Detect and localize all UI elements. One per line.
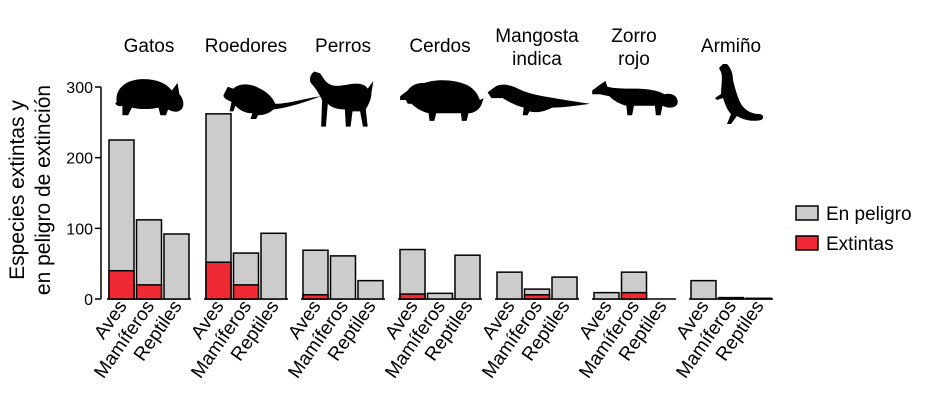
- group-label: indica: [512, 49, 562, 70]
- legend: En peligro Extintas: [795, 204, 912, 255]
- group-label: Roedores: [205, 36, 287, 57]
- y-tick-label: 200: [66, 151, 93, 168]
- stoat-silhouette-icon: [715, 64, 764, 124]
- bar-en-peligro: [454, 254, 481, 300]
- bar-en-peligro: [745, 297, 772, 300]
- bar-en-peligro: [357, 279, 384, 300]
- y-tick-label: 300: [66, 80, 93, 97]
- y-ticks: 0 100 200 300: [66, 80, 101, 309]
- bar-en-peligro: [690, 279, 717, 300]
- legend-label: En peligro: [826, 204, 912, 225]
- legend-swatch: [795, 205, 819, 221]
- fox-silhouette-icon: [592, 81, 678, 116]
- bar-groups: GatosAvesMamíferosReptilesRoedoresAvesMa…: [90, 26, 773, 382]
- bar-extintas: [302, 294, 329, 300]
- legend-swatch: [795, 235, 819, 251]
- group-label: rojo: [618, 49, 650, 70]
- rodent-silhouette-icon: [223, 84, 321, 119]
- group-label: Gatos: [124, 36, 175, 57]
- bar-en-peligro: [260, 232, 287, 300]
- pig-silhouette-icon: [400, 80, 484, 121]
- group-label: Zorro: [611, 26, 656, 47]
- bar-en-peligro: [329, 255, 357, 300]
- bar-extintas: [108, 269, 135, 300]
- group-label: Armiño: [701, 36, 761, 57]
- dog-silhouette-icon: [309, 71, 374, 127]
- mongoose-silhouette-icon: [487, 84, 591, 116]
- bar-en-peligro: [593, 291, 620, 300]
- group-label: Cerdos: [409, 36, 470, 57]
- bar-en-peligro: [399, 248, 426, 300]
- bar-en-peligro: [717, 296, 745, 300]
- bar-extintas: [205, 261, 232, 300]
- y-axis-label-line: en peligro de extinción: [32, 85, 55, 295]
- bar-en-peligro: [551, 276, 578, 300]
- bar-en-peligro: [496, 271, 523, 300]
- bar-en-peligro: [426, 292, 454, 300]
- cat-silhouette-icon: [115, 79, 184, 116]
- bar-extintas: [620, 291, 648, 300]
- y-axis-label: Especies extintas y en peligro de extinci…: [6, 85, 55, 295]
- bar-extintas: [523, 294, 551, 300]
- bar-extintas: [232, 284, 260, 300]
- y-tick-label: 100: [66, 221, 93, 238]
- bar-en-peligro: [163, 233, 190, 300]
- legend-label: Extintas: [826, 234, 894, 255]
- group-label: Mangosta: [495, 26, 579, 47]
- y-axis-label-line: Especies extintas y: [6, 100, 29, 280]
- group-label: Perros: [315, 36, 371, 57]
- bar-extintas: [399, 293, 426, 300]
- bar-extintas: [135, 284, 163, 300]
- y-tick-label: 0: [84, 292, 93, 309]
- bar-en-peligro: [302, 249, 329, 300]
